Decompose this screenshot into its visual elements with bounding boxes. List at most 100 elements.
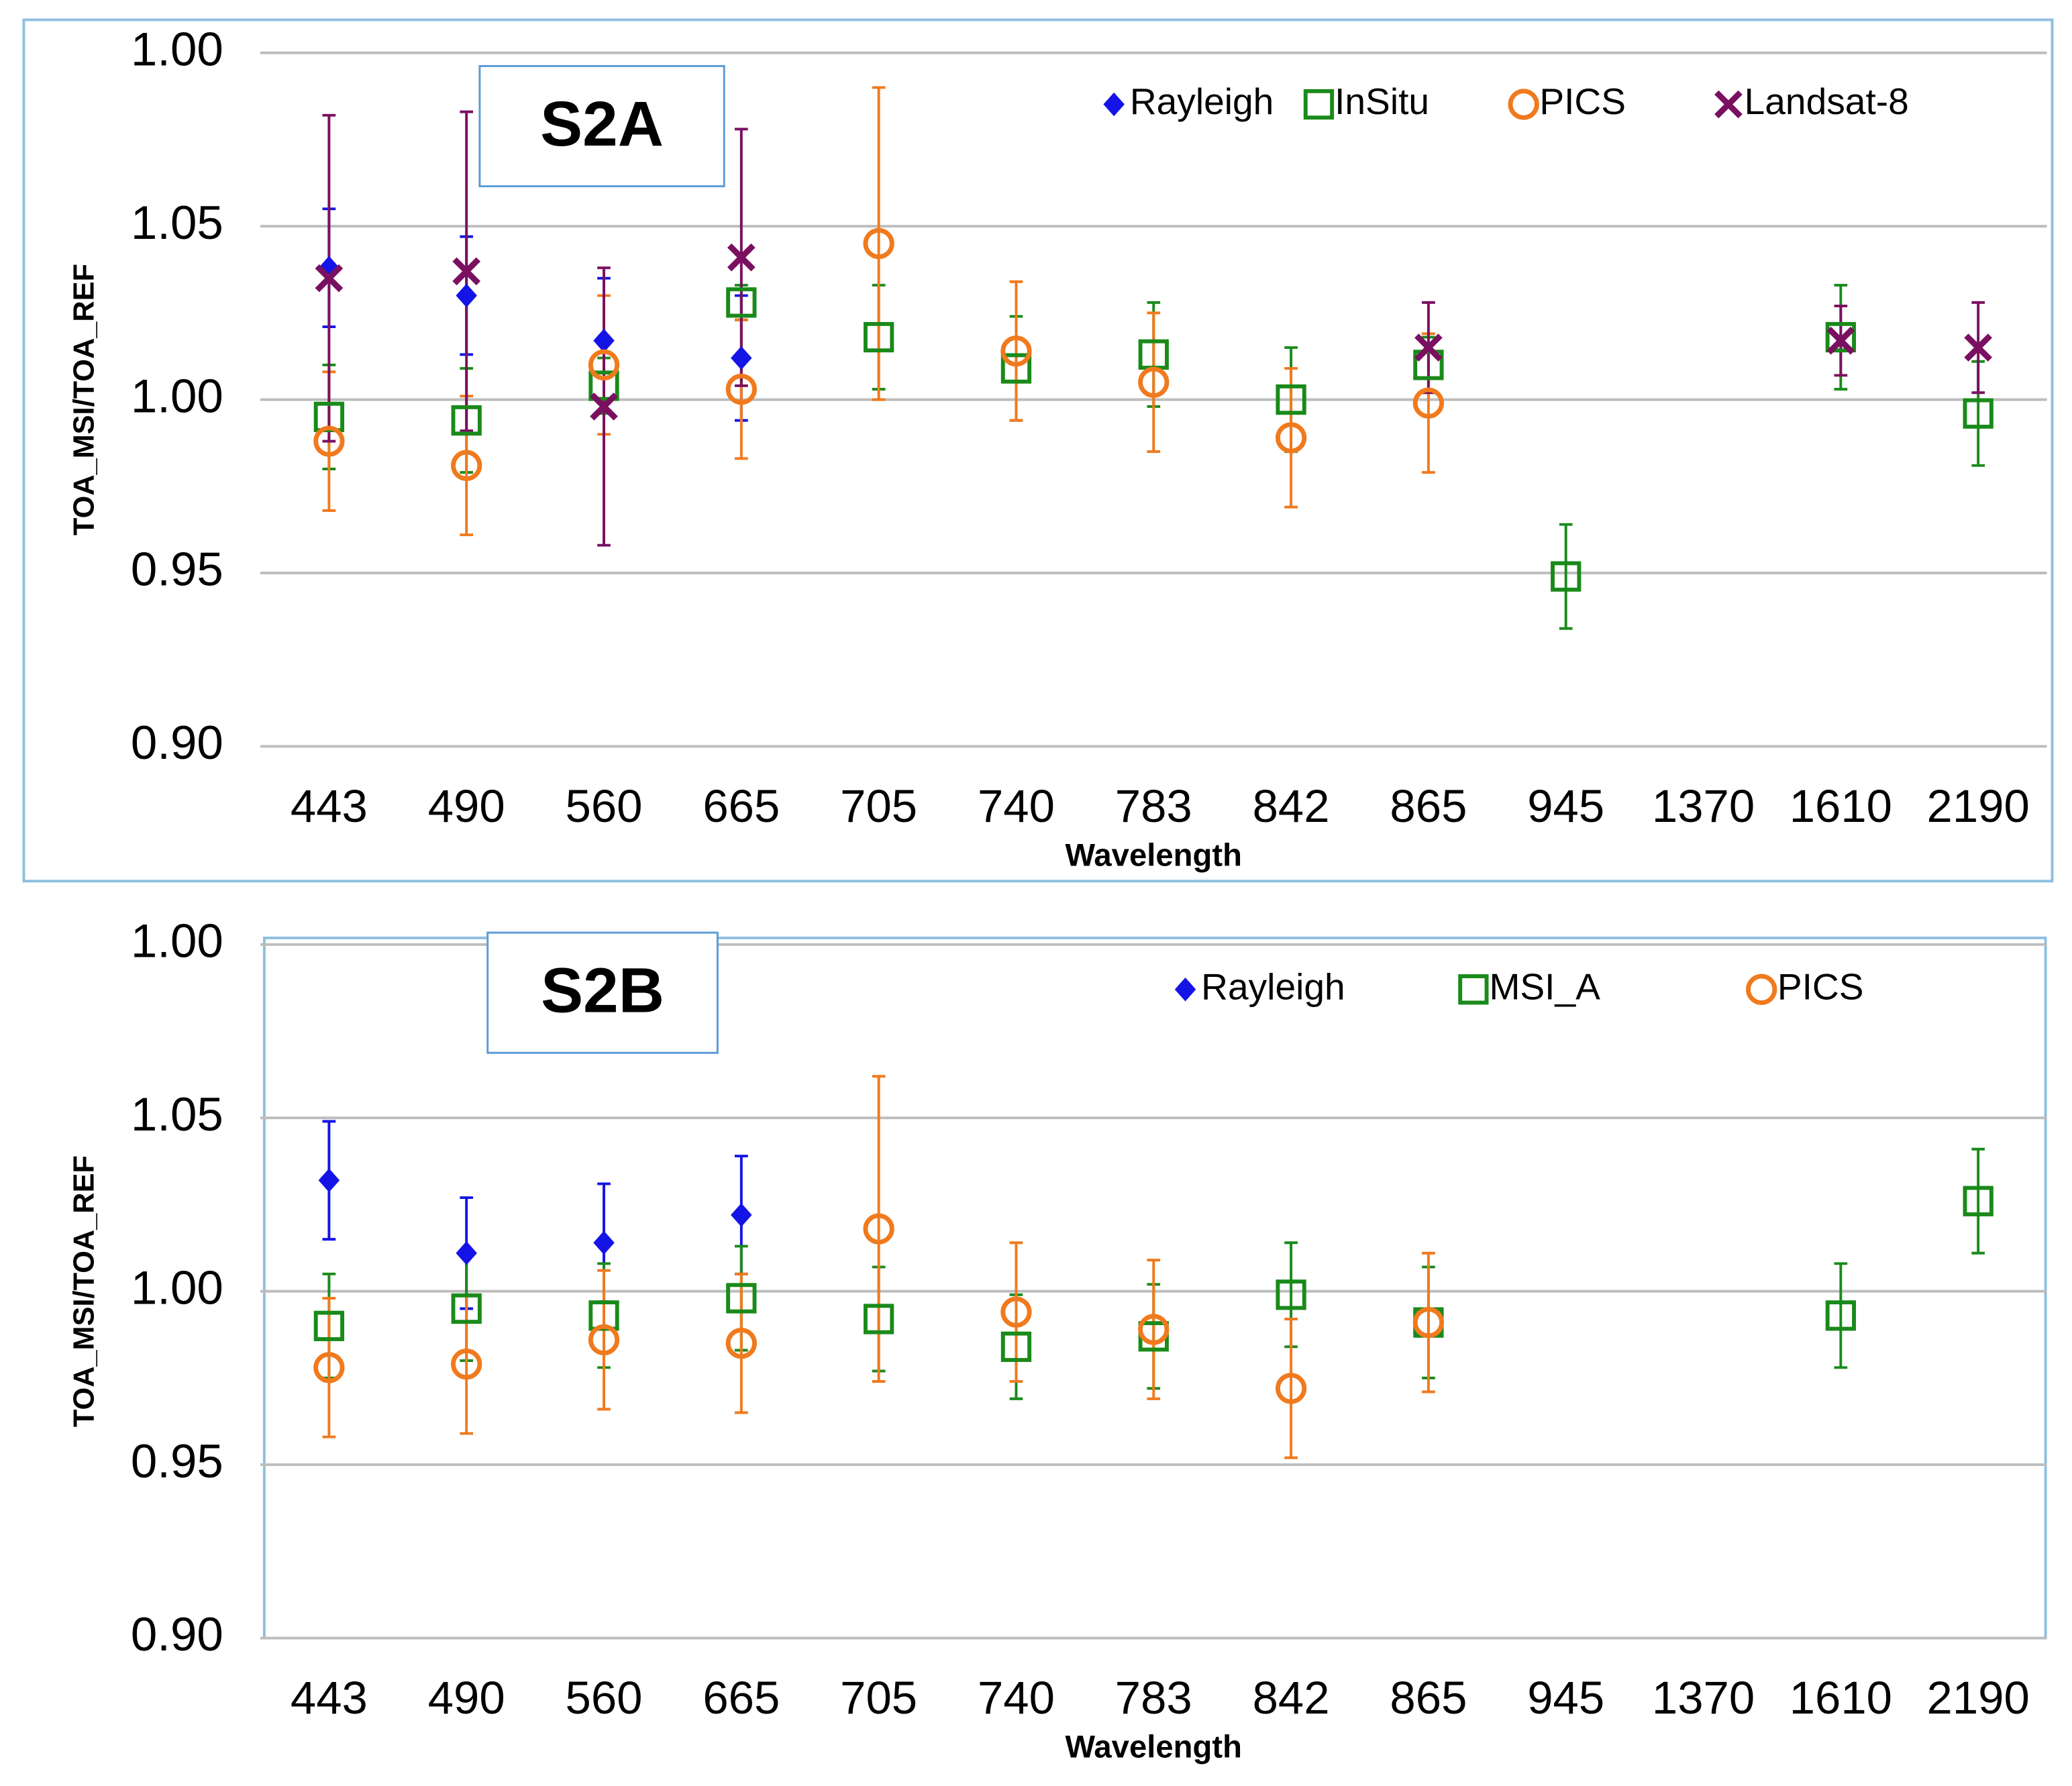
y-tick-label: 0.95 (131, 1435, 223, 1488)
legend-marker (1103, 92, 1125, 117)
legend-label: PICS (1777, 965, 1864, 1007)
legend-label: MSI_A (1490, 965, 1601, 1007)
legend-marker (1746, 974, 1777, 1005)
marker-x (590, 392, 618, 421)
x-tick-label: 705 (840, 780, 917, 832)
legend-label: Rayleigh (1130, 81, 1274, 122)
x-tick-label: 783 (1115, 780, 1192, 832)
marker-x (315, 264, 344, 293)
y-tick-label: 1.00 (131, 370, 223, 423)
y-tick-label: 0.90 (131, 717, 223, 770)
chart-title: S2A (540, 89, 664, 160)
legend-marker (1714, 90, 1743, 119)
legend-marker (1303, 89, 1335, 120)
x-tick-label: 945 (1527, 1672, 1604, 1724)
marker-diamond (456, 283, 477, 308)
y-axis-label: TOA_MSI/TOA_REF (68, 264, 100, 535)
marker-circle (1412, 1307, 1445, 1338)
x-tick-label: 945 (1527, 780, 1604, 832)
marker-x (452, 257, 481, 286)
y-tick-label: 1.05 (131, 197, 223, 250)
marker-square (1276, 384, 1306, 415)
legend-marker (1174, 978, 1196, 1002)
marker-diamond (456, 1241, 477, 1265)
marker-circle (588, 1324, 620, 1356)
x-tick-label: 2190 (1927, 1672, 2030, 1724)
marker-circle (725, 373, 757, 405)
x-tick-label: 560 (566, 780, 643, 832)
legend-marker (1458, 974, 1489, 1005)
marker-square (451, 405, 482, 436)
top-frame (22, 18, 2054, 883)
marker-x (1826, 326, 1855, 355)
marker-circle (1138, 366, 1170, 398)
marker-square (1963, 398, 1993, 429)
title-box (478, 64, 725, 188)
x-tick-label: 1370 (1652, 1672, 1755, 1724)
x-tick-label: 865 (1390, 780, 1467, 832)
chart-title: S2B (541, 955, 664, 1027)
y-tick-label: 1.00 (131, 1261, 223, 1314)
marker-circle (1000, 1296, 1032, 1328)
error-bar (872, 1075, 886, 1383)
marker-diamond (593, 1230, 615, 1255)
error-bar (460, 1293, 474, 1435)
x-axis-label: Wavelength (1066, 837, 1242, 873)
error-bar (872, 86, 886, 401)
marker-circle (1138, 1314, 1170, 1345)
marker-diamond (731, 1203, 752, 1227)
x-tick-label: 842 (1253, 1672, 1330, 1724)
error-bar (1834, 1262, 1848, 1369)
title-box (486, 931, 719, 1054)
x-tick-label: 443 (291, 780, 368, 832)
marker-square (863, 1304, 894, 1334)
x-tick-label: 1370 (1652, 780, 1755, 832)
error-bar (1284, 1318, 1298, 1459)
error-bar (1559, 523, 1573, 630)
marker-square (726, 1283, 757, 1314)
y-tick-label: 0.90 (131, 1608, 223, 1661)
marker-x (1964, 333, 1993, 362)
marker-circle (1275, 422, 1307, 454)
marker-circle (451, 1349, 482, 1380)
y-tick-label: 1.00 (131, 23, 223, 76)
x-tick-label: 490 (428, 780, 505, 832)
marker-circle (1275, 1373, 1307, 1404)
marker-square (313, 1310, 345, 1341)
marker-diamond (593, 329, 615, 353)
marker-circle (451, 450, 482, 481)
error-bar (1009, 280, 1023, 422)
error-bar (1422, 1251, 1435, 1394)
y-tick-label: 0.95 (131, 543, 223, 596)
marker-square (1551, 561, 1582, 592)
marker-square (1000, 1331, 1032, 1362)
x-tick-label: 443 (291, 1672, 368, 1724)
error-bar (1147, 1259, 1161, 1400)
marker-diamond (318, 1168, 340, 1192)
x-tick-label: 665 (703, 1672, 780, 1724)
marker-circle (1412, 387, 1445, 419)
marker-circle (313, 1352, 345, 1383)
legend-marker (1508, 89, 1539, 120)
y-tick-label: 1.05 (131, 1088, 223, 1141)
legend-label: InSitu (1335, 81, 1429, 122)
marker-circle (1000, 335, 1032, 367)
marker-square (1963, 1186, 1993, 1216)
marker-square (726, 287, 757, 318)
marker-square (1000, 353, 1032, 384)
error-bar (597, 1269, 611, 1411)
error-bar (322, 1297, 336, 1438)
x-tick-label: 1610 (1790, 780, 1892, 832)
marker-circle (313, 425, 345, 457)
x-tick-label: 490 (428, 1672, 505, 1724)
x-tick-label: 705 (840, 1672, 917, 1724)
y-tick-label: 1.00 (131, 915, 223, 968)
marker-square (588, 370, 619, 401)
marker-circle (863, 227, 894, 260)
x-tick-label: 783 (1115, 1672, 1192, 1724)
marker-circle (588, 349, 620, 381)
legend-label: Landsat-8 (1745, 81, 1909, 122)
x-tick-label: 842 (1253, 780, 1330, 832)
